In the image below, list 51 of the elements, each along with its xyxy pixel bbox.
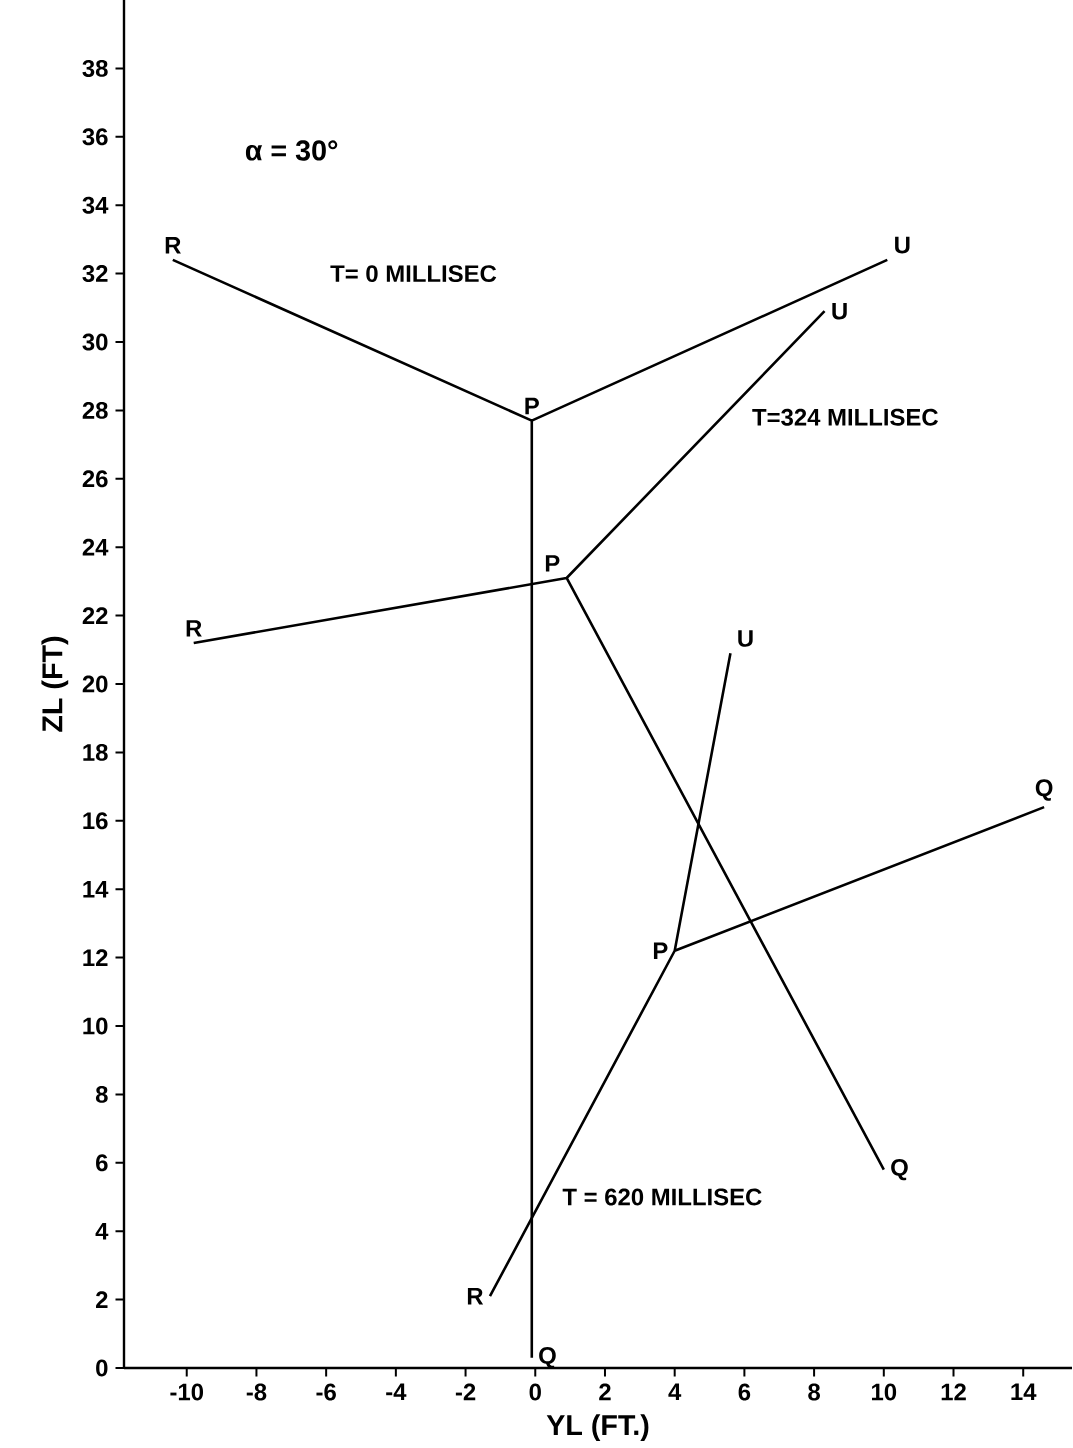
annotation: U [895,236,910,254]
y-tick-label: 32 [82,265,108,283]
x-tick-label: 10 [872,1383,897,1401]
annotation: T = 620 MILLISEC [562,1188,762,1206]
annotation: U [738,630,753,647]
annotation: R [467,1287,484,1305]
y-tick-label: 28 [82,401,108,419]
x-tick-label: -2 [455,1383,476,1401]
x-tick-label: 12 [941,1383,966,1401]
y-tick-label: 30 [82,333,108,351]
annotation: T=324 MILLISEC [752,408,939,426]
y-tick-label: 34 [82,196,109,214]
x-tick-label: 6 [738,1383,751,1401]
y-tick-label: 10 [83,1017,108,1035]
annotation: R [165,237,181,254]
y-axis-title: ZL (FT) [41,636,69,732]
x-tick-label: -6 [316,1383,336,1401]
annotation: Q [891,1158,908,1181]
x-tick-label: 0 [529,1383,541,1401]
y-tick-label: 0 [96,1359,108,1377]
y-tick-label: 4 [95,1222,109,1240]
y-tick-label: 18 [83,743,108,761]
y-tick-label: 14 [83,880,109,898]
x-tick-label: 8 [808,1383,821,1401]
y-tick-label: 8 [95,1085,108,1103]
y-tick-label: 36 [82,128,108,146]
x-tick-label: 14 [1011,1383,1037,1400]
y-tick-label: 24 [82,538,109,556]
y-tick-label: 20 [82,675,108,693]
x-tick-label: -4 [386,1383,407,1400]
y-tick-label: 38 [82,59,108,77]
annotation: T= 0 MILLISEC [330,265,497,283]
y-tick-label: 12 [83,949,108,966]
annotation: α = 30° [245,140,338,161]
annotation: Q [1035,779,1053,801]
annotation: U [832,302,847,320]
x-tick-label: 4 [668,1383,682,1400]
y-tick-label: 6 [96,1154,108,1172]
x-axis-title: YL (FT.) [546,1414,649,1441]
annotation: Q [539,1347,556,1369]
x-tick-label: -10 [170,1383,204,1401]
annotation: P [545,555,560,572]
annotation: P [653,942,668,959]
y-tick-label: 22 [82,607,108,624]
annotation: P [525,397,539,415]
y-tick-label: 26 [82,470,108,488]
y-tick-label: 2 [96,1291,108,1308]
annotation: R [186,620,202,637]
x-tick-label: -8 [246,1383,267,1401]
y-tick-label: 16 [83,812,108,830]
x-tick-label: 2 [599,1383,611,1401]
